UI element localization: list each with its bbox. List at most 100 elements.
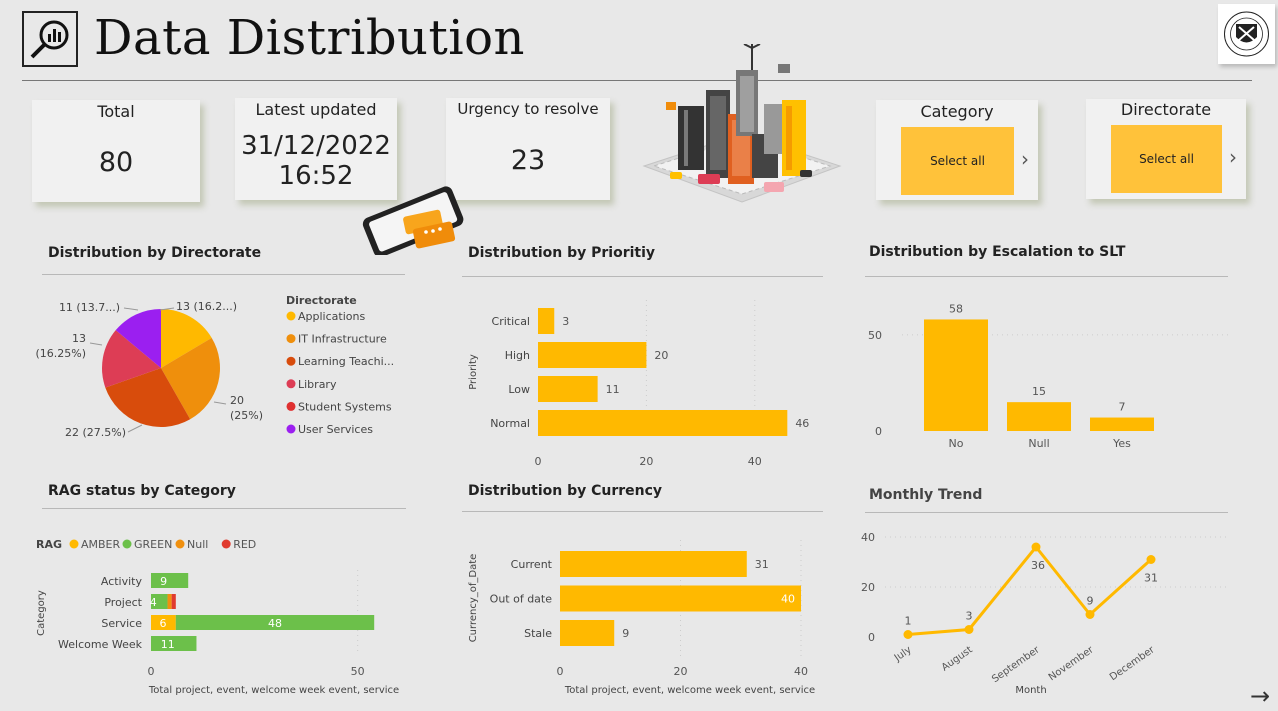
pie-data-label: (25%) xyxy=(230,409,263,422)
x-axis-title: Total project, event, welcome week event… xyxy=(148,685,399,696)
directorate-pie-chart: 13 (16.2...) Applications 20 (25%) IT Infras… xyxy=(35,294,394,439)
pie-data-label: 11 (13.7...) xyxy=(59,301,120,314)
escalation-chart-title: Distribution by Escalation to SLT xyxy=(869,244,1126,260)
category-label: Welcome Week xyxy=(58,638,143,651)
escalation-bar-chart: 0 50 58 No 15 Null 7 Yes xyxy=(868,302,1230,450)
data-label: 31 xyxy=(1144,572,1158,585)
data-label: 9 xyxy=(622,627,629,640)
legend-marker-icon xyxy=(122,539,132,549)
category-label: No xyxy=(949,437,964,450)
total-value: 80 xyxy=(98,147,134,178)
pie-data-label: (16.25%) xyxy=(35,347,86,360)
pie-leader-line xyxy=(123,307,139,311)
priority-bar-chart: 0 20 40 Critical 3 High 20 Low 11 Normal 46 Priorit… xyxy=(468,300,809,468)
header-divider xyxy=(22,80,1252,81)
legend-marker-icon xyxy=(175,539,185,549)
data-label: 15 xyxy=(1032,385,1046,398)
legend-marker-icon xyxy=(221,539,231,549)
pie-leader-line xyxy=(213,401,227,405)
directorate-select-all-button[interactable]: Select all xyxy=(1111,125,1222,193)
data-label: 20 xyxy=(654,349,668,362)
legend-marker-icon xyxy=(286,424,296,434)
x-tick-label: August xyxy=(940,644,975,673)
x-tick-label: 50 xyxy=(351,665,365,678)
category-label: Project xyxy=(104,596,142,609)
legend-marker-icon xyxy=(286,379,296,389)
x-axis-title: Month xyxy=(1015,685,1046,696)
directorate-chart-title: Distribution by Directorate xyxy=(48,245,262,261)
rag-legend-item: AMBER xyxy=(81,538,121,551)
data-label: 6 xyxy=(160,617,167,630)
data-label: 4 xyxy=(150,596,157,609)
pie-legend-item: Learning Teachi... xyxy=(298,355,394,368)
data-label: 1 xyxy=(905,615,912,628)
pie-legend-title: Directorate xyxy=(286,294,357,307)
bar-segment-green xyxy=(151,636,197,651)
trend-point xyxy=(1031,542,1041,552)
x-axis-title: Total project, event, welcome week event… xyxy=(564,685,815,696)
y-tick-label: 50 xyxy=(868,329,882,342)
x-tick-label: 40 xyxy=(748,455,762,468)
data-label: 40 xyxy=(781,593,795,606)
category-label: Normal xyxy=(490,417,530,430)
legend-marker-icon xyxy=(69,539,79,549)
pie-slice-user-services xyxy=(115,309,161,368)
data-label: 9 xyxy=(1087,595,1094,608)
bar-current xyxy=(560,551,747,577)
bar-no xyxy=(924,319,988,431)
currency-chart-title: Distribution by Currency xyxy=(468,483,663,499)
page-title: Data Distribution xyxy=(94,10,525,66)
escalation-title-rule xyxy=(865,276,1228,277)
data-label: 3 xyxy=(562,315,569,328)
legend-marker-icon xyxy=(286,356,296,366)
category-label: Null xyxy=(1028,437,1049,450)
y-axis-title: Currency_of_Date xyxy=(468,554,479,643)
monthly-title-rule xyxy=(865,512,1228,513)
data-label: 31 xyxy=(755,558,769,571)
urgency-value: 23 xyxy=(510,145,546,176)
x-tick-label: 20 xyxy=(674,665,688,678)
y-axis-title: Priority xyxy=(468,354,479,390)
category-label: High xyxy=(505,349,530,362)
data-label: 46 xyxy=(795,417,809,430)
trend-point xyxy=(1085,610,1095,619)
category-next-chevron-icon[interactable]: › xyxy=(1021,147,1029,171)
next-page-arrow-icon[interactable]: → xyxy=(1250,682,1271,710)
monthly-line-chart: 0 20 40 1 July 3 August 36 September 9 November 31 D… xyxy=(861,531,1227,696)
rag-legend-item: RED xyxy=(233,538,256,551)
pie-legend-item: Student Systems xyxy=(298,400,392,413)
pie-legend-item: User Services xyxy=(298,423,373,436)
pie-data-label: 22 (27.5%) xyxy=(65,426,126,439)
bar-out-of-date xyxy=(560,585,801,612)
x-tick-label: November xyxy=(1047,644,1097,683)
category-label: Yes xyxy=(1112,437,1131,450)
pie-slice-it-infrastructure xyxy=(161,337,220,420)
latest-updated-date: 31/12/2022 xyxy=(241,131,391,161)
data-label: 3 xyxy=(966,610,973,623)
x-tick-label: 0 xyxy=(535,455,542,468)
x-tick-label: September xyxy=(990,644,1042,685)
total-label: Total xyxy=(97,102,135,121)
directorate-slicer: Directorate Select all › xyxy=(1086,99,1246,199)
category-label: Out of date xyxy=(490,593,553,606)
phone-illustration xyxy=(362,186,464,255)
rag-chart-title: RAG status by Category xyxy=(48,483,236,499)
data-label: 48 xyxy=(268,617,282,630)
pie-leader-line xyxy=(159,307,175,311)
pie-leader-line xyxy=(89,342,103,346)
x-tick-label: 0 xyxy=(557,665,564,678)
bar-low xyxy=(538,376,598,402)
university-logo xyxy=(1218,4,1275,64)
rag-title-rule xyxy=(42,508,406,509)
category-label: Activity xyxy=(101,575,143,588)
latest-updated-time: 16:52 xyxy=(278,161,354,191)
priority-title-rule xyxy=(462,276,823,277)
rag-legend-item: Null xyxy=(187,538,208,551)
trend-point xyxy=(964,625,974,634)
category-select-all-button[interactable]: Select all xyxy=(901,127,1014,195)
pie-legend-item: IT Infrastructure xyxy=(298,333,387,346)
bar-stale xyxy=(560,620,615,646)
directorate-next-chevron-icon[interactable]: › xyxy=(1229,145,1237,169)
bar-segment-green xyxy=(151,594,168,609)
legend-marker-icon xyxy=(286,334,296,344)
